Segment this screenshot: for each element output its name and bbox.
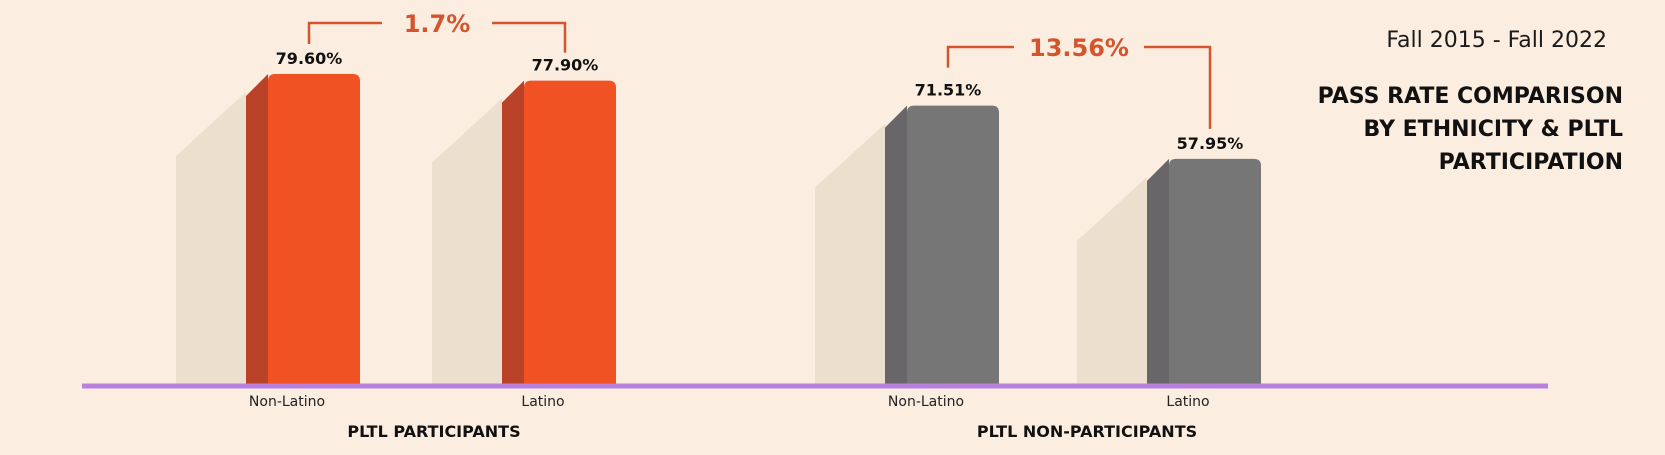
chart-title-line-3: PARTICIPATION: [1438, 150, 1623, 175]
bar-shadow: [815, 123, 885, 387]
bar-value-label: 79.60%: [276, 49, 343, 68]
category-label: Non-Latino: [249, 394, 325, 410]
date-range: Fall 2015 - Fall 2022: [1386, 28, 1607, 53]
bar-value-label: 57.95%: [1177, 134, 1244, 153]
group-label: PLTL NON-PARTICIPANTS: [977, 422, 1197, 441]
gap-bracket: [946, 45, 1014, 68]
bar: [524, 80, 616, 386]
bar-shadow: [176, 91, 246, 386]
gap-bracket: [1144, 45, 1212, 129]
bar: [268, 73, 360, 386]
chart-title-line-2: BY ETHNICITY & PLTL: [1363, 117, 1624, 142]
bar-side: [1147, 158, 1169, 386]
gap-bracket: [492, 21, 567, 53]
group-label: PLTL PARTICIPANTS: [347, 422, 520, 441]
bar: [907, 105, 999, 387]
bar-value-label: 77.90%: [532, 56, 599, 75]
chart-title: PASS RATE COMPARISON BY ETHNICITY & PLTL…: [1263, 80, 1623, 179]
gap-label: 13.56%: [1029, 34, 1129, 62]
gap-bracket: [307, 21, 382, 44]
bar: [1169, 158, 1261, 386]
bar-shadow: [432, 98, 502, 386]
bar-shadow: [1077, 176, 1147, 386]
bar-side: [502, 80, 524, 386]
category-label: Non-Latino: [888, 394, 964, 410]
bar-side: [246, 73, 268, 386]
category-label: Latino: [521, 394, 564, 410]
chart-title-line-1: PASS RATE COMPARISON: [1317, 84, 1623, 109]
bar-side: [885, 105, 907, 387]
gap-label: 1.7%: [404, 10, 471, 38]
category-label: Latino: [1166, 394, 1209, 410]
bar-value-label: 71.51%: [915, 81, 982, 100]
